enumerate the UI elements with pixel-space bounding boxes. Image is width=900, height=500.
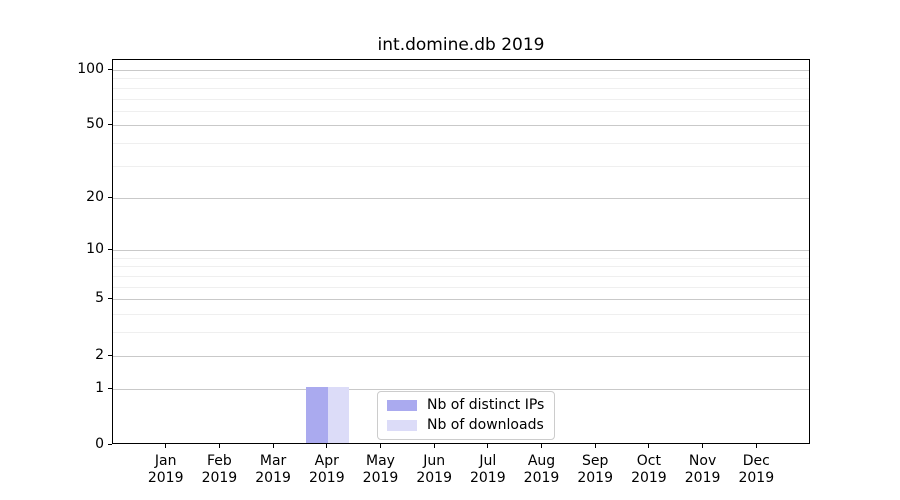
minor-gridline bbox=[113, 98, 809, 100]
major-gridline bbox=[113, 299, 809, 301]
major-gridline bbox=[113, 125, 809, 127]
minor-gridline bbox=[113, 78, 809, 80]
legend-swatch-downloads bbox=[387, 419, 417, 431]
x-tick-mark bbox=[272, 444, 274, 448]
minor-gridline bbox=[113, 332, 809, 334]
x-tick-mark bbox=[541, 444, 542, 448]
y-tick-mark bbox=[108, 249, 112, 251]
x-tick-label: Sep 2019 bbox=[577, 453, 613, 486]
chart-title: int.domine.db 2019 bbox=[377, 35, 545, 55]
y-tick-label: 5 bbox=[95, 290, 104, 307]
legend-label-downloads: Nb of downloads bbox=[427, 417, 544, 433]
x-tick-label: May 2019 bbox=[362, 453, 399, 486]
minor-gridline bbox=[113, 276, 809, 277]
major-gridline bbox=[113, 355, 809, 357]
y-tick-mark bbox=[108, 196, 112, 198]
y-tick-label: 0 bbox=[95, 436, 104, 452]
minor-gridline bbox=[113, 87, 809, 89]
x-tick-label: Feb 2019 bbox=[201, 453, 238, 486]
x-tick-label: Jan 2019 bbox=[147, 453, 184, 486]
bar-nb-of-distinct-ips bbox=[306, 386, 328, 443]
y-tick-mark bbox=[108, 444, 112, 445]
x-tick-label: Mar 2019 bbox=[255, 453, 291, 486]
x-tick-mark bbox=[648, 444, 650, 448]
y-tick-mark bbox=[108, 387, 112, 389]
major-gridline bbox=[113, 250, 809, 252]
x-tick-mark bbox=[218, 444, 220, 448]
x-tick-mark bbox=[487, 444, 489, 448]
x-tick-mark bbox=[755, 444, 757, 448]
minor-gridline bbox=[113, 266, 809, 268]
major-gridline bbox=[113, 388, 809, 390]
plot-area: Nb of distinct IPs Nb of downloads bbox=[112, 59, 810, 444]
y-tick-mark bbox=[108, 124, 112, 126]
minor-gridline bbox=[113, 165, 809, 167]
y-tick-mark bbox=[108, 298, 112, 300]
gridlines-layer bbox=[113, 60, 809, 443]
x-tick-mark bbox=[594, 444, 596, 448]
x-tick-label: Dec 2019 bbox=[738, 453, 775, 486]
y-tick-label: 2 bbox=[95, 346, 104, 363]
legend-item-distinct-ips: Nb of distinct IPs bbox=[387, 397, 544, 413]
x-tick-mark bbox=[326, 444, 328, 448]
x-tick-label: Nov 2019 bbox=[684, 453, 721, 486]
y-tick-label: 100 bbox=[77, 60, 104, 77]
x-tick-label: Jun 2019 bbox=[416, 453, 452, 486]
y-tick-label: 1 bbox=[95, 379, 104, 396]
legend-swatch-distinct-ips bbox=[387, 399, 417, 411]
x-tick-mark bbox=[165, 444, 167, 448]
legend-label-distinct-ips: Nb of distinct IPs bbox=[427, 397, 545, 413]
x-tick-label: Oct 2019 bbox=[631, 453, 667, 486]
x-tick-mark bbox=[380, 444, 381, 448]
x-tick-label: Apr 2019 bbox=[308, 453, 345, 486]
x-tick-mark bbox=[702, 444, 704, 448]
minor-gridline bbox=[113, 143, 809, 145]
x-tick-mark bbox=[433, 444, 435, 448]
y-tick-label: 10 bbox=[86, 241, 104, 258]
minor-gridline bbox=[113, 314, 809, 316]
legend: Nb of distinct IPs Nb of downloads bbox=[377, 391, 556, 440]
minor-gridline bbox=[113, 110, 809, 112]
bar-nb-of-downloads bbox=[327, 386, 350, 443]
y-tick-mark bbox=[108, 68, 112, 70]
major-gridline bbox=[113, 197, 809, 199]
x-tick-label: Jul 2019 bbox=[469, 453, 506, 486]
major-gridline bbox=[113, 69, 809, 71]
y-tick-label: 50 bbox=[86, 116, 104, 133]
minor-gridline bbox=[113, 257, 809, 259]
y-tick-mark bbox=[108, 354, 112, 356]
minor-gridline bbox=[113, 286, 809, 288]
legend-item-downloads: Nb of downloads bbox=[387, 417, 544, 433]
y-tick-label: 20 bbox=[86, 188, 104, 205]
bars-layer bbox=[113, 60, 809, 443]
x-tick-label: Aug 2019 bbox=[523, 453, 560, 486]
